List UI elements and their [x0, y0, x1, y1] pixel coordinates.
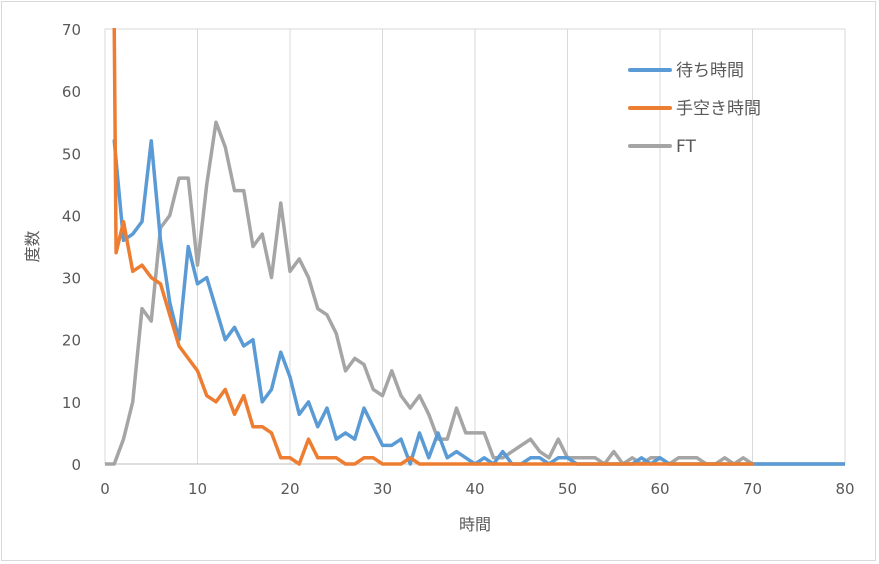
- x-tick-label: 80: [835, 480, 854, 498]
- y-tick-label: 40: [62, 207, 81, 225]
- series-lines: [105, 28, 845, 466]
- y-tick-label: 50: [62, 145, 81, 163]
- x-tick-label: 50: [558, 480, 577, 498]
- x-tick-label: 30: [373, 480, 392, 498]
- y-axis-title: 度数: [23, 230, 42, 262]
- gridlines: [197, 29, 753, 464]
- y-tick-label: 20: [62, 332, 81, 350]
- y-tick-label: 70: [62, 21, 81, 39]
- x-axis-ticks: 0 10 20 30 40 50 60 70 80: [100, 480, 854, 498]
- x-axis-title: 時間: [459, 515, 491, 534]
- legend-label: 待ち時間: [676, 61, 744, 81]
- x-tick-label: 40: [465, 480, 484, 498]
- series-line-0: [112, 139, 845, 466]
- legend-label: 手空き時間: [676, 99, 761, 119]
- y-tick-label: 0: [71, 456, 81, 474]
- y-tick-label: 30: [62, 270, 81, 288]
- x-tick-label: 20: [280, 480, 299, 498]
- series-line-2: [105, 120, 845, 466]
- legend-label: FT: [676, 137, 696, 157]
- x-tick-label: 10: [188, 480, 207, 498]
- x-tick-label: 60: [650, 480, 669, 498]
- y-tick-label: 60: [62, 83, 81, 101]
- y-axis-ticks: 0 10 20 30 40 50 60 70: [62, 21, 81, 474]
- x-tick-label: 70: [743, 480, 762, 498]
- x-tick-label: 0: [100, 480, 110, 498]
- y-tick-label: 10: [62, 394, 81, 412]
- series-line-1: [112, 28, 755, 466]
